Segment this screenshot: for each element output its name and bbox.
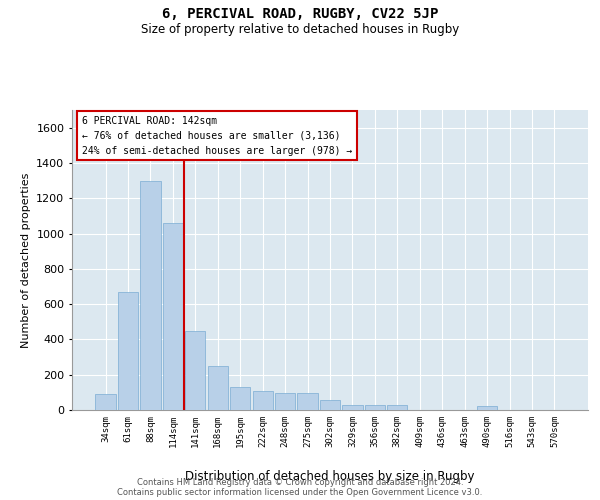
Bar	[185, 330, 205, 410]
Text: Size of property relative to detached houses in Rugby: Size of property relative to detached ho…	[141, 22, 459, 36]
Text: 6, PERCIVAL ROAD, RUGBY, CV22 5JP: 6, PERCIVAL ROAD, RUGBY, CV22 5JP	[162, 8, 438, 22]
Bar	[320, 400, 340, 410]
Text: Contains public sector information licensed under the Open Government Licence v3: Contains public sector information licen…	[118, 488, 482, 497]
Bar	[298, 393, 317, 410]
Bar	[140, 180, 161, 410]
Y-axis label: Number of detached properties: Number of detached properties	[20, 172, 31, 348]
Bar	[253, 392, 273, 410]
Text: Contains HM Land Registry data © Crown copyright and database right 2024.: Contains HM Land Registry data © Crown c…	[137, 478, 463, 487]
Bar	[365, 404, 385, 410]
Bar	[387, 404, 407, 410]
Text: 6 PERCIVAL ROAD: 142sqm
← 76% of detached houses are smaller (3,136)
24% of semi: 6 PERCIVAL ROAD: 142sqm ← 76% of detache…	[82, 116, 353, 156]
Bar	[118, 292, 138, 410]
Bar	[95, 394, 116, 410]
Bar	[208, 366, 228, 410]
Bar	[275, 393, 295, 410]
Bar	[230, 387, 250, 410]
Bar	[343, 404, 362, 410]
Bar	[163, 223, 183, 410]
Bar	[477, 406, 497, 410]
Text: Distribution of detached houses by size in Rugby: Distribution of detached houses by size …	[185, 470, 475, 483]
